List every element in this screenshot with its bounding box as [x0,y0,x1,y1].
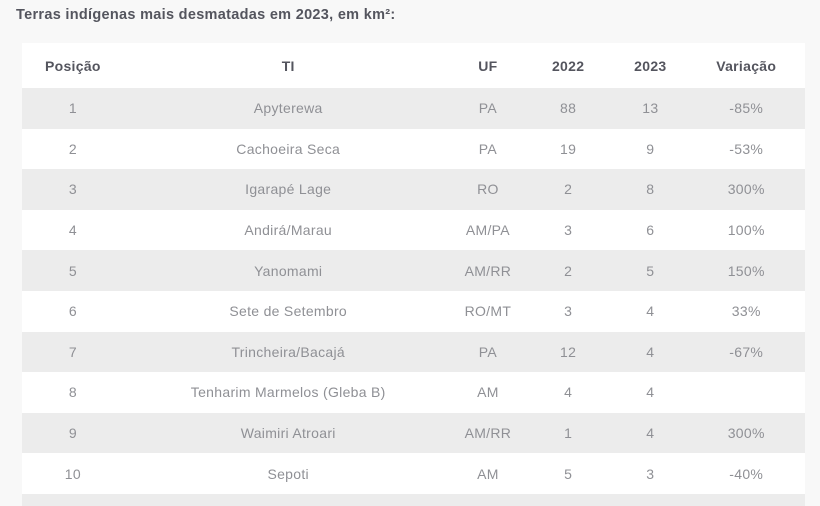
cell-posicao: 3 [68,181,77,198]
cell-2022: 2 [564,262,573,279]
cell-posicao: 4 [68,222,77,239]
cell-uf: AM [477,384,499,401]
table-row: 9 Waimiri Atroari AM/RR 1 4 300% [22,412,805,454]
cell-variacao: 300% [727,181,765,198]
cell-2022: 4 [564,384,573,401]
table-row: 7 Trincheira/Bacajá PA 12 4 -67% [22,331,805,373]
table-row: 6 Sete de Setembro RO/MT 3 4 33% [22,290,805,332]
cell-variacao: 100% [727,222,765,239]
cell-posicao: 2 [68,140,77,157]
cell-ti: Andirá/Marau [244,222,333,239]
cell-variacao: -67% [729,343,764,360]
cell-ti: Tenharim Marmelos (Gleba B) [190,384,386,401]
cell-2022: 88 [560,100,577,117]
cell-ti: Yanomami [254,262,323,279]
cell-2023: 4 [646,425,655,442]
cell-2022: 3 [564,222,573,239]
cell-ti: Cachoeira Seca [236,140,341,157]
cell-uf: PA [478,140,497,157]
table-row: 10 Sepoti AM 5 3 -40% [22,453,805,494]
cell-variacao: -40% [729,465,764,482]
cell-posicao: 9 [68,425,77,442]
cell-uf: AM/RR [464,425,512,442]
cell-2023: 8 [646,181,655,198]
cell-2022: 2 [564,181,573,198]
cell-posicao: 5 [68,262,77,279]
cell-ti: Sete de Setembro [229,303,348,320]
column-header-2022: 2022 [551,57,585,74]
cell-2022: 1 [564,425,573,442]
cell-posicao: 1 [68,100,77,117]
cell-2022: 19 [560,140,577,157]
cell-ti: Igarapé Lage [245,181,332,198]
cell-2023: 4 [646,343,655,360]
table-partial-row [22,493,805,506]
cell-variacao: -85% [729,100,764,117]
cell-variacao: 150% [727,262,765,279]
cell-ti: Sepoti [267,465,309,482]
cell-posicao: 8 [68,384,77,401]
table-row: 2 Cachoeira Seca PA 19 9 -53% [22,128,805,170]
column-header-ti: TI [281,57,295,74]
page-title: Terras indígenas mais desmatadas em 2023… [16,7,396,23]
cell-2023: 4 [646,303,655,320]
cell-uf: AM [477,465,499,482]
column-header-2023: 2023 [634,57,667,74]
deforestation-table: Posição TI UF 2022 2023 Variação 1 Apyterewa PA… [22,43,805,506]
cell-ti: Apyterewa [253,100,323,117]
cell-2023: 3 [646,465,655,482]
cell-uf: PA [478,343,497,360]
cell-2023: 9 [646,140,655,157]
table-row: 3 Igarapé Lage RO 2 8 300% [22,169,805,210]
cell-posicao: 6 [68,303,77,320]
table-body: 1 Apyterewa PA 88 13 -85% 2 Cachoeira Seca PA 19 9… [22,88,805,494]
column-header-uf: UF [478,57,498,74]
cell-ti: Waimiri Atroari [240,425,336,442]
cell-uf: AM/RR [464,262,512,279]
cell-variacao: 33% [731,303,761,320]
cell-2022: 5 [564,465,573,482]
cell-2023: 6 [646,222,655,239]
cell-2023: 5 [646,262,655,279]
column-header-posicao: Posição [44,57,101,74]
cell-uf: RO/MT [464,303,512,320]
cell-2022: 3 [564,303,573,320]
table-row: 5 Yanomami AM/RR 2 5 150% [22,250,805,291]
cell-2022: 12 [560,343,577,360]
table-row: 8 Tenharim Marmelos (Gleba B) AM 4 4 [22,372,805,413]
cell-variacao: 300% [727,425,765,442]
table-row: 1 Apyterewa PA 88 13 -85% [22,88,805,129]
cell-posicao: 10 [64,465,81,482]
cell-ti: Trincheira/Bacajá [231,343,345,360]
column-header-variacao: Variação [716,57,777,74]
cell-uf: RO [477,181,499,198]
cell-uf: AM/PA [465,222,510,239]
cell-2023: 13 [642,100,659,117]
cell-uf: PA [478,100,497,117]
cell-posicao: 7 [68,343,77,360]
cell-variacao: -53% [729,140,764,157]
table-header-row: Posição TI UF 2022 2023 Variação [22,43,805,88]
cell-2023: 4 [646,384,655,401]
table-row: 4 Andirá/Marau AM/PA 3 6 100% [22,209,805,251]
